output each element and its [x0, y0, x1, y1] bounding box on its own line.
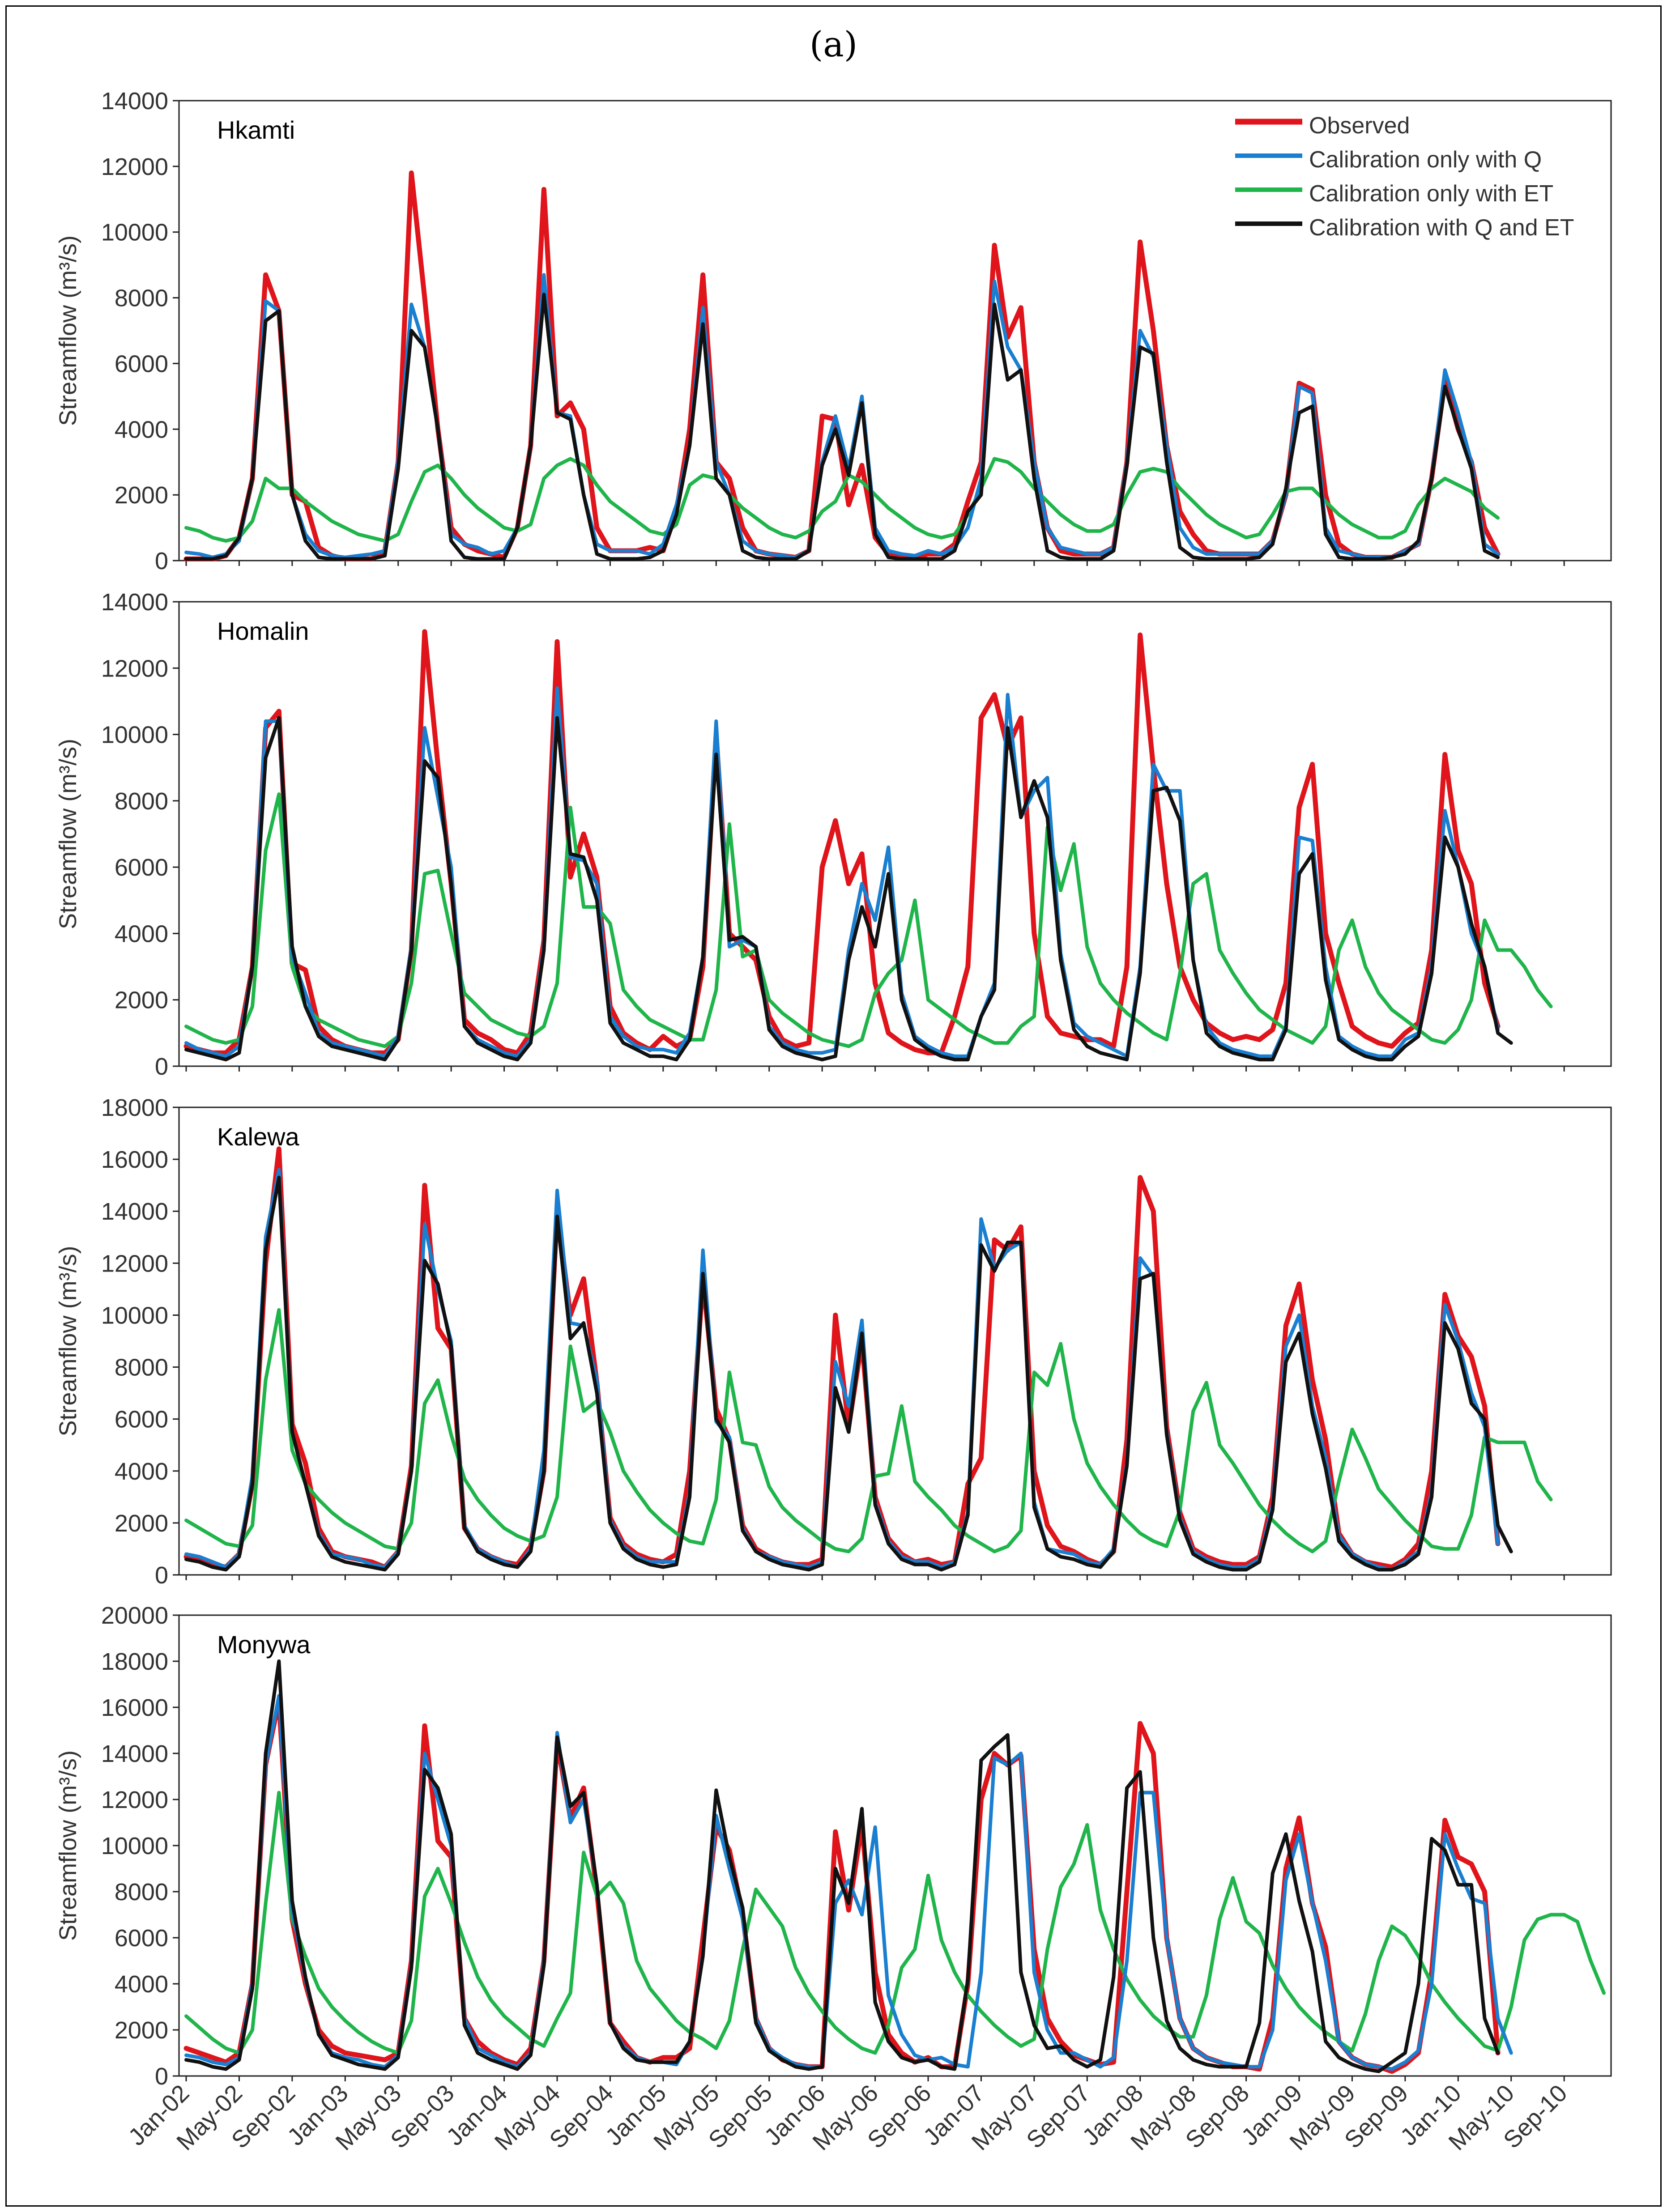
series-observed-hkamti: [183, 170, 1501, 562]
y-tick-label: 12000: [101, 153, 168, 180]
y-tick-label: 4000: [115, 416, 168, 443]
legend: Observed Calibration only with Q Calibra…: [1235, 113, 1574, 241]
y-tick-label: 6000: [115, 350, 168, 377]
y-tick-label: 2000: [115, 1510, 168, 1537]
y-tick-label: 8000: [115, 285, 168, 312]
y-tick-label: 6000: [115, 854, 168, 881]
y-tick-label: 14000: [101, 1740, 168, 1767]
y-tick-label: 10000: [101, 722, 168, 749]
series-q-only-monywa: [184, 1694, 1513, 2071]
figure-label: (a): [809, 25, 858, 65]
y-axis-label: Streamflow (m³/s): [55, 1750, 81, 1941]
legend-label-observed: Observed: [1309, 113, 1410, 139]
series-q-et-hkamti: [184, 293, 1500, 561]
series-q-et-monywa: [184, 1659, 1500, 2073]
panel-title-homalin: Homalin: [217, 617, 309, 645]
y-tick-label: 12000: [101, 1250, 168, 1277]
y-tick-label: 14000: [101, 88, 168, 115]
y-tick-label: 8000: [115, 1354, 168, 1381]
legend-label-q-only: Calibration only with Q: [1309, 147, 1542, 173]
legend-label-et-only: Calibration only with ET: [1309, 181, 1553, 207]
y-tick-label: 12000: [101, 655, 168, 682]
series-et-only-homalin: [184, 792, 1553, 1048]
y-tick-label: 10000: [101, 219, 168, 246]
y-tick-label: 6000: [115, 1406, 168, 1433]
y-tick-label: 16000: [101, 1146, 168, 1173]
series-et-only-hkamti: [184, 457, 1500, 543]
y-tick-label: 14000: [101, 1198, 168, 1225]
y-tick-label: 4000: [115, 1971, 168, 1998]
y-tick-label: 0: [155, 1053, 168, 1080]
y-tick-label: 4000: [115, 920, 168, 947]
y-tick-label: 6000: [115, 1925, 168, 1952]
y-axis-label: Streamflow (m³/s): [55, 739, 81, 929]
panel-homalin: 0 2000 4000 6000 8000 10000 12000 14000 Streamfl…: [55, 589, 1612, 1080]
y-tick-label: 14000: [101, 589, 168, 616]
y-axis-label: Streamflow (m³/s): [55, 235, 81, 426]
panels: 0 2000 4000 6000 8000 10000 12000 14000 Streamfl…: [55, 88, 1612, 2090]
y-tick-label: 10000: [101, 1302, 168, 1329]
y-tick-label: 18000: [101, 1648, 168, 1675]
y-tick-label: 4000: [115, 1458, 168, 1485]
panel-kalewa: 0 2000 4000 6000 8000 10000 12000 14000 16000 180…: [55, 1094, 1612, 1589]
plot-area-monywa: [178, 1614, 1612, 2077]
y-tick-label: 10000: [101, 1833, 168, 1859]
panel-title-kalewa: Kalewa: [217, 1123, 300, 1151]
y-tick-label: 2000: [115, 987, 168, 1014]
panel-title-monywa: Monywa: [217, 1630, 311, 1659]
plot-area-hkamti: [178, 100, 1612, 562]
y-axis-label: Streamflow (m³/s): [55, 1246, 81, 1436]
y-tick-label: 0: [155, 548, 168, 574]
y-tick-label: 20000: [101, 1602, 168, 1629]
y-tick-label: 16000: [101, 1694, 168, 1721]
series-q-only-hkamti: [184, 273, 1500, 559]
series-et-only-monywa: [184, 1791, 1606, 2055]
series-q-et-kalewa: [184, 1175, 1513, 1572]
y-tick-label: 2000: [115, 482, 168, 509]
plot-area-kalewa: [178, 1106, 1612, 1576]
panel-monywa: 0 2000 4000 6000 8000 10000 12000 14000 16000 180…: [55, 1602, 1612, 2090]
panel-title-hkamti: Hkamti: [217, 116, 295, 144]
x-axis: Jan-02May-02Sep-02Jan-03May-03Sep-03Jan-…: [123, 2080, 1572, 2156]
series-q-et-homalin: [184, 716, 1513, 1062]
series-observed-kalewa: [183, 1146, 1501, 1570]
y-tick-label: 2000: [115, 2017, 168, 2044]
plot-area-homalin: [178, 601, 1612, 1067]
legend-label-q-et: Calibration with Q and ET: [1309, 215, 1574, 241]
panel-hkamti: 0 2000 4000 6000 8000 10000 12000 14000 Streamfl…: [55, 88, 1612, 574]
y-tick-label: 0: [155, 2063, 168, 2090]
y-tick-label: 18000: [101, 1094, 168, 1121]
y-tick-label: 8000: [115, 788, 168, 815]
series-et-only-kalewa: [184, 1308, 1553, 1553]
y-tick-label: 12000: [101, 1787, 168, 1813]
y-tick-label: 8000: [115, 1879, 168, 1906]
y-tick-label: 0: [155, 1562, 168, 1589]
